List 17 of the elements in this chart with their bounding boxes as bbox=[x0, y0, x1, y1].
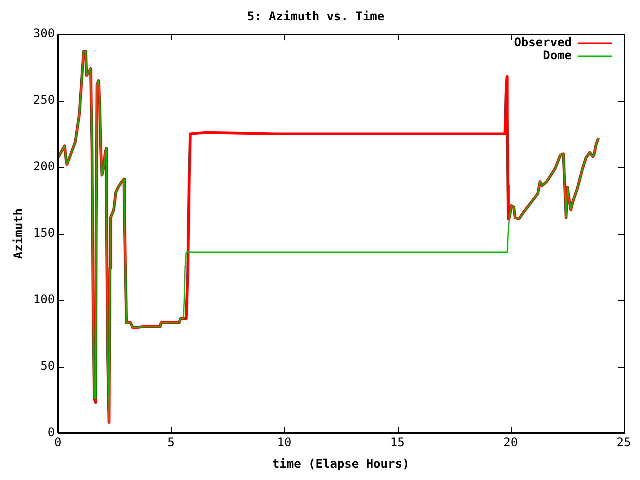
y-tick-label: 100 bbox=[33, 292, 56, 306]
chart-title: 5: Azimuth vs. Time bbox=[247, 9, 385, 24]
y-tick-label: 200 bbox=[33, 159, 56, 174]
y-tick-label: 300 bbox=[33, 26, 56, 41]
y-tick-label: 150 bbox=[33, 226, 56, 240]
y-tick-label: 250 bbox=[33, 92, 56, 107]
y-tick-label: 50 bbox=[40, 358, 56, 373]
x-tick-label: 20 bbox=[504, 436, 518, 450]
y-axis-title: Azimuth bbox=[11, 208, 26, 260]
x-tick-label: 25 bbox=[616, 436, 632, 450]
y-tick-label: 0 bbox=[48, 425, 56, 440]
x-tick-label: 10 bbox=[277, 436, 292, 450]
x-tick-label: 15 bbox=[390, 436, 405, 450]
legend-label: Observed bbox=[514, 36, 572, 50]
legend-label: Dome bbox=[543, 48, 572, 63]
x-tick-label: 5 bbox=[168, 436, 175, 450]
x-axis-title: time (Elapse Hours) bbox=[272, 456, 410, 471]
